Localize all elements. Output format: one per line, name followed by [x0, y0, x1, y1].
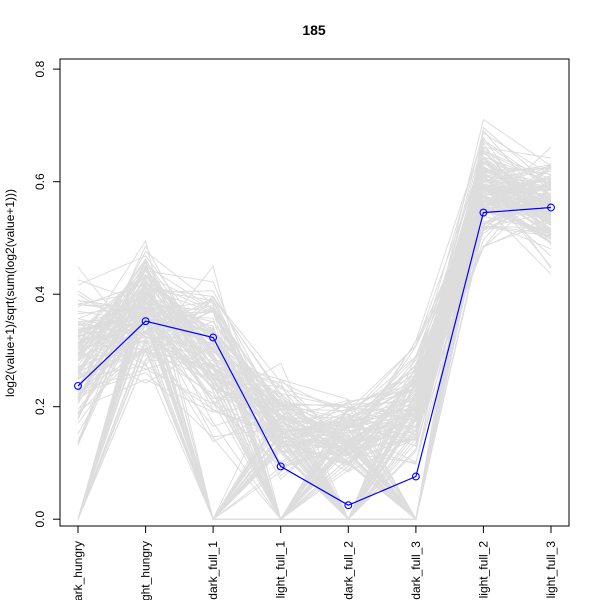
x-tick-label: dark_full_2	[341, 541, 355, 600]
series-point	[479, 208, 488, 217]
background-line	[77, 193, 552, 473]
background-line	[77, 221, 552, 521]
y-tick-label: 0.2	[33, 398, 47, 415]
x-tick-label: dark_full_1	[206, 541, 220, 600]
x-tick-label: dark_full_3	[409, 541, 423, 600]
series-point	[344, 501, 353, 510]
series-point	[141, 317, 150, 326]
y-axis-label: log2(value+1)/sqrt(sum(log2(value+1)))	[3, 189, 17, 397]
background-line	[77, 198, 552, 412]
y-axis: 0.0 0.2 0.4 0.6 0.8	[33, 60, 60, 528]
x-tick-label: light_full_1	[274, 541, 288, 599]
background-line	[77, 205, 552, 520]
background-line	[77, 180, 552, 520]
x-tick-label: light_full_3	[544, 541, 558, 599]
x-tick-label: light_hungry	[139, 541, 153, 600]
y-tick-label: 0.6	[33, 173, 47, 190]
background-line	[77, 157, 552, 521]
background-line	[77, 170, 552, 521]
background-line	[77, 193, 552, 468]
series-point	[411, 472, 420, 481]
x-tick-label: light_full_2	[476, 541, 490, 599]
background-line	[77, 195, 552, 521]
background-line	[77, 195, 552, 448]
series-point	[276, 462, 285, 471]
background-line	[77, 129, 552, 521]
background-line	[77, 204, 552, 445]
y-tick-label: 0.4	[33, 286, 47, 303]
plot-frame	[59, 58, 570, 527]
background-line	[77, 151, 552, 441]
series-point	[547, 203, 555, 212]
x-tick-label: dark_hungry	[71, 541, 85, 600]
series-point	[74, 381, 82, 390]
background-line	[77, 189, 552, 464]
chart-title: 185	[302, 22, 326, 38]
background-line	[77, 163, 552, 407]
y-tick-label: 0.8	[33, 60, 47, 77]
background-line	[77, 150, 552, 521]
y-tick-label: 0.0	[33, 511, 47, 528]
series-line	[77, 206, 552, 506]
highlighted-series	[74, 203, 555, 510]
background-line	[77, 188, 552, 520]
x-axis: dark_hungry light_hungry dark_full_1 light_…	[71, 526, 558, 600]
series-point	[209, 333, 218, 342]
